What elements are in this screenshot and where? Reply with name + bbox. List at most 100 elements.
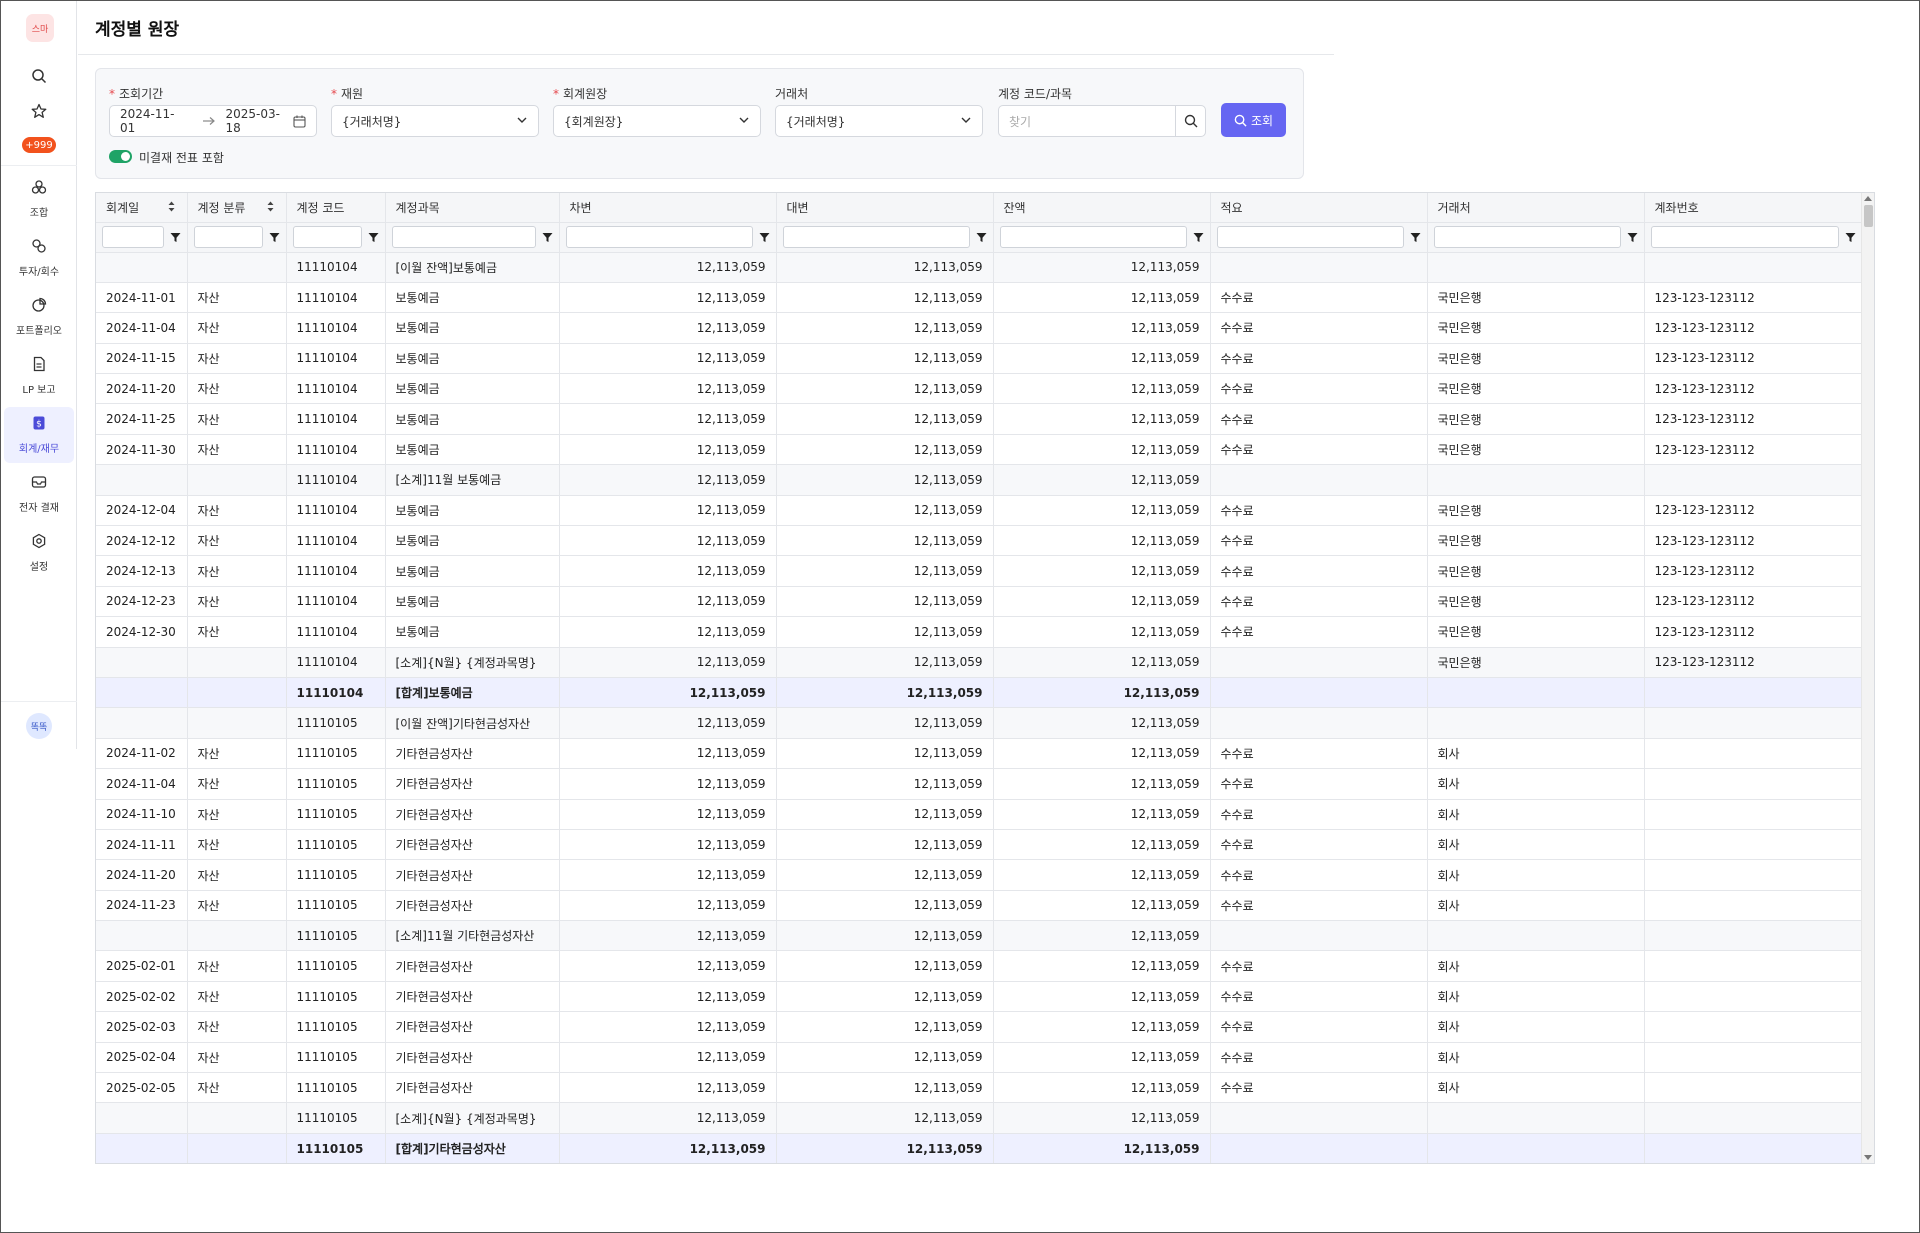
- avatar[interactable]: 똑똑: [26, 713, 52, 739]
- table-row[interactable]: 2025-02-04 자산 11110105 기타현금성자산 12,113,059 12,…: [96, 1042, 1863, 1074]
- column-header[interactable]: 대변: [776, 193, 994, 223]
- vendor-select[interactable]: {거래처명}: [775, 105, 983, 137]
- table-row[interactable]: 2024-11-20 자산 11110105 기타현금성자산 12,113,059 12,…: [96, 859, 1863, 891]
- column-filter-input[interactable]: [1650, 226, 1839, 248]
- table-row[interactable]: 2024-11-11 자산 11110105 기타현금성자산 12,113,059 12,…: [96, 829, 1863, 861]
- column-header[interactable]: 계정과목: [385, 193, 560, 223]
- column-header[interactable]: 계정 코드: [286, 193, 386, 223]
- table-cell: 12,113,059: [559, 495, 777, 527]
- sort-icon[interactable]: [267, 201, 274, 215]
- table-row[interactable]: 2024-11-01 자산 11110104 보통예금 12,113,059 12,113…: [96, 282, 1863, 314]
- subtotal-row[interactable]: 11110104 [이월 잔액]보통예금 12,113,059 12,113,059 1…: [96, 252, 1863, 283]
- sidebar-item-investment[interactable]: 투자/회수: [4, 230, 74, 286]
- table-row[interactable]: 2024-12-13 자산 11110104 보통예금 12,113,059 12,113…: [96, 555, 1863, 587]
- table-row[interactable]: 2024-12-04 자산 11110104 보통예금 12,113,059 12,113…: [96, 495, 1863, 527]
- table-cell: [187, 1102, 287, 1134]
- account-label: 계정 코드/과목: [998, 87, 1073, 101]
- sidebar-item-approval[interactable]: 전자 결재: [4, 466, 74, 522]
- subtotal-row[interactable]: 11110105 [이월 잔액]기타현금성자산 12,113,059 12,113,0…: [96, 707, 1863, 739]
- table-cell: 기타현금성자산: [385, 1072, 560, 1104]
- table-cell: 12,113,059: [559, 1072, 777, 1104]
- vertical-scrollbar[interactable]: [1861, 193, 1874, 1163]
- star-icon[interactable]: [29, 101, 49, 121]
- table-row[interactable]: 2025-02-01 자산 11110105 기타현금성자산 12,113,059 12,…: [96, 950, 1863, 982]
- table-row[interactable]: 2025-02-05 자산 11110105 기타현금성자산 12,113,059 12,…: [96, 1072, 1863, 1104]
- column-header[interactable]: 적요: [1210, 193, 1428, 223]
- scroll-thumb[interactable]: [1864, 205, 1873, 227]
- table-row[interactable]: 2024-11-10 자산 11110105 기타현금성자산 12,113,059 12,…: [96, 799, 1863, 830]
- filter-icon[interactable]: [1410, 232, 1421, 243]
- table-row[interactable]: 2024-12-30 자산 11110104 보통예금 12,113,059 12,113…: [96, 616, 1863, 648]
- table-cell: 2024-11-25: [96, 403, 188, 435]
- table-row[interactable]: 2024-12-23 자산 11110104 보통예금 12,113,059 12,113…: [96, 586, 1863, 618]
- column-header[interactable]: 차변: [559, 193, 777, 223]
- column-filter-input[interactable]: [782, 226, 970, 248]
- filter-icon[interactable]: [170, 232, 181, 243]
- table-row[interactable]: 2025-02-03 자산 11110105 기타현금성자산 12,113,059 12,…: [96, 1011, 1863, 1043]
- table-row[interactable]: 2024-11-30 자산 11110104 보통예금 12,113,059 12,113…: [96, 434, 1863, 466]
- column-header[interactable]: 계정 분류: [187, 193, 287, 223]
- table-row[interactable]: 2025-02-02 자산 11110105 기타현금성자산 12,113,059 12,…: [96, 981, 1863, 1013]
- column-header[interactable]: 거래처: [1427, 193, 1645, 223]
- subtotal-row[interactable]: 11110105 [소계]11월 기타현금성자산 12,113,059 12,113,…: [96, 920, 1863, 952]
- filter-icon[interactable]: [368, 232, 379, 243]
- fund-select[interactable]: {거래처명}: [331, 105, 539, 137]
- table-row[interactable]: 2024-11-02 자산 11110105 기타현금성자산 12,113,059 12,…: [96, 738, 1863, 770]
- column-filter-input[interactable]: [193, 226, 263, 248]
- subtotal-row[interactable]: 11110104 [소계]{N월} {계정과목명} 12,113,059 12,113…: [96, 647, 1863, 678]
- sidebar-item-lp-report[interactable]: LP 보고: [4, 348, 74, 404]
- sidebar-item-portfolio[interactable]: 포트폴리오: [4, 289, 74, 345]
- column-filter-cell: [96, 222, 188, 253]
- column-filter-input[interactable]: [1216, 226, 1404, 248]
- sidebar-item-settings[interactable]: 설정: [4, 525, 74, 581]
- sort-icon[interactable]: [168, 201, 175, 215]
- ledger-label: * 회계원장: [553, 87, 608, 101]
- filter-icon[interactable]: [1845, 232, 1856, 243]
- scroll-up-arrow[interactable]: [1864, 196, 1872, 201]
- filter-icon[interactable]: [976, 232, 987, 243]
- table-row[interactable]: 2024-11-15 자산 11110104 보통예금 12,113,059 12,113…: [96, 343, 1863, 375]
- table-row[interactable]: 2024-11-04 자산 11110104 보통예금 12,113,059 12,113…: [96, 312, 1863, 344]
- table-row[interactable]: 2024-11-04 자산 11110105 기타현금성자산 12,113,059 12,…: [96, 768, 1863, 800]
- sidebar-item-union[interactable]: 조합: [4, 171, 74, 227]
- notification-badge[interactable]: +999: [22, 137, 56, 153]
- table-row[interactable]: 2024-12-12 자산 11110104 보통예금 12,113,059 12,113…: [96, 525, 1863, 557]
- query-button[interactable]: 조회: [1221, 103, 1286, 137]
- table-cell: 11110105: [286, 1011, 386, 1043]
- column-filter-input[interactable]: [1433, 226, 1621, 248]
- column-header[interactable]: 회계일: [96, 193, 188, 223]
- search-icon[interactable]: [29, 66, 49, 86]
- column-filter-input[interactable]: [102, 226, 164, 248]
- filter-icon[interactable]: [269, 232, 280, 243]
- calendar-icon[interactable]: [293, 115, 306, 128]
- subtotal-row[interactable]: 11110105 [소계]{N월} {계정과목명} 12,113,059 12,113…: [96, 1102, 1863, 1134]
- filter-icon[interactable]: [542, 232, 553, 243]
- column-header[interactable]: 계좌번호: [1644, 193, 1863, 223]
- total-row[interactable]: 11110104 [합계]보통예금 12,113,059 12,113,059 12,1…: [96, 677, 1863, 709]
- account-search-input[interactable]: 찾기: [998, 105, 1206, 137]
- column-filter-input[interactable]: [565, 226, 753, 248]
- column-filter-input[interactable]: [999, 226, 1187, 248]
- filter-icon[interactable]: [759, 232, 770, 243]
- date-to[interactable]: 2025-03-18: [225, 107, 280, 135]
- column-header[interactable]: 잔액: [993, 193, 1211, 223]
- search-icon[interactable]: [1175, 106, 1205, 136]
- table-cell: 12,113,059: [776, 464, 994, 496]
- filter-icon[interactable]: [1627, 232, 1638, 243]
- table-cell: [1644, 677, 1863, 709]
- sidebar-item-finance[interactable]: $ 회계/재무: [4, 407, 74, 463]
- date-from[interactable]: 2024-11-01: [120, 107, 175, 135]
- table-row[interactable]: 2024-11-25 자산 11110104 보통예금 12,113,059 12,113…: [96, 403, 1863, 435]
- table-row[interactable]: 2024-11-23 자산 11110105 기타현금성자산 12,113,059 12,…: [96, 890, 1863, 922]
- subtotal-row[interactable]: 11110104 [소계]11월 보통예금 12,113,059 12,113,059…: [96, 464, 1863, 496]
- logo[interactable]: 스마: [26, 14, 54, 42]
- table-row[interactable]: 2024-11-20 자산 11110104 보통예금 12,113,059 12,113…: [96, 373, 1863, 405]
- column-filter-input[interactable]: [391, 226, 536, 248]
- date-range-picker[interactable]: 2024-11-01 2025-03-18: [109, 105, 317, 137]
- scroll-down-arrow[interactable]: [1864, 1155, 1872, 1160]
- filter-icon[interactable]: [1193, 232, 1204, 243]
- column-filter-input[interactable]: [292, 226, 362, 248]
- include-unapproved-toggle[interactable]: [109, 150, 132, 163]
- total-row[interactable]: 11110105 [합계]기타현금성자산 12,113,059 12,113,059 1…: [96, 1133, 1863, 1163]
- ledger-select[interactable]: {회계원장}: [553, 105, 761, 137]
